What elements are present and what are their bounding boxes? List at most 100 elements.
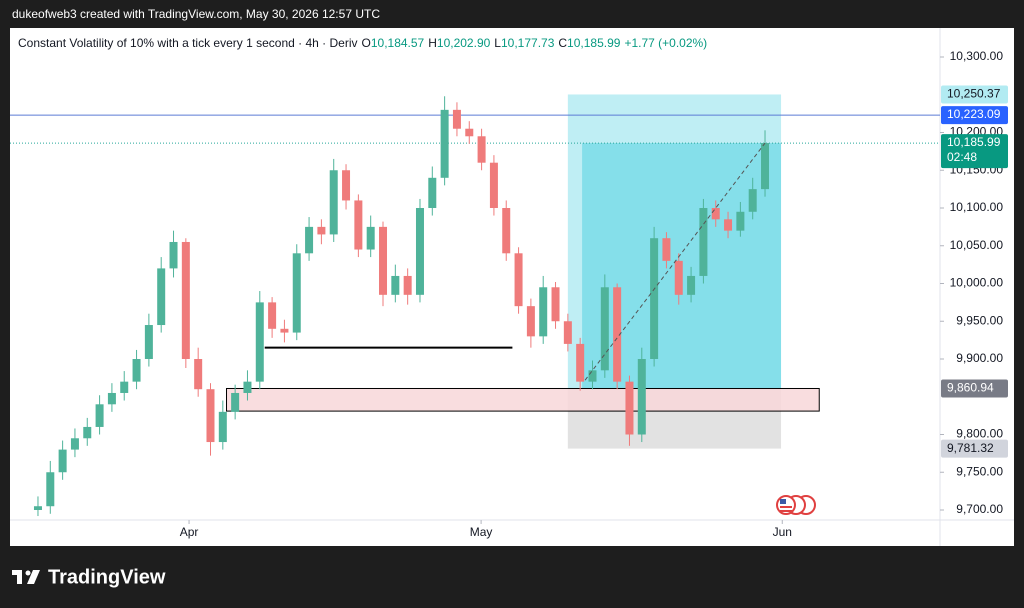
countdown: 02:48 bbox=[947, 150, 977, 164]
legend-item: 10,184.57 bbox=[371, 36, 425, 50]
candle-body bbox=[650, 238, 659, 359]
candle-body bbox=[674, 260, 683, 295]
candle-body bbox=[514, 253, 523, 307]
candle-body bbox=[477, 136, 486, 163]
candle-body bbox=[736, 211, 745, 231]
candle-body bbox=[169, 241, 178, 269]
legend-item: 10,202.90 bbox=[437, 36, 491, 50]
y-tick-label: 10,100.00 bbox=[950, 200, 1004, 214]
candle-body bbox=[218, 411, 227, 443]
candle-body bbox=[120, 381, 129, 393]
header: dukeofweb3 created with TradingView.com,… bbox=[12, 7, 380, 21]
candle-body bbox=[144, 325, 153, 359]
candle-body bbox=[342, 170, 351, 201]
price-label: 10,223.09 bbox=[947, 107, 1001, 121]
candle-body bbox=[662, 238, 671, 261]
candle-body bbox=[415, 208, 424, 295]
candle-body bbox=[46, 472, 55, 507]
candle-body bbox=[292, 253, 301, 333]
y-tick-label: 9,900.00 bbox=[956, 351, 1003, 365]
candle-body bbox=[637, 359, 646, 435]
price-label: 10,185.99 bbox=[947, 135, 1001, 149]
candle-body bbox=[181, 241, 190, 359]
logo-icon bbox=[12, 570, 40, 584]
brand: TradingView bbox=[48, 566, 166, 588]
legend-item: O bbox=[362, 36, 371, 50]
plot: Constant Volatility of 10% with a tick e… bbox=[10, 28, 1014, 546]
candle-body bbox=[95, 404, 104, 427]
candle-body bbox=[551, 287, 560, 322]
legend-item: L bbox=[494, 36, 501, 50]
candle-body bbox=[748, 189, 757, 212]
candle-body bbox=[526, 306, 535, 337]
candle-body bbox=[305, 226, 314, 254]
candle-body bbox=[563, 321, 572, 344]
price-label-bg bbox=[941, 439, 1008, 458]
candle-body bbox=[243, 381, 252, 393]
candle-body bbox=[58, 449, 67, 473]
candle-body bbox=[231, 392, 240, 412]
price-label: 10,250.37 bbox=[947, 87, 1001, 101]
legend-item: H bbox=[428, 36, 437, 50]
price-label-bg bbox=[941, 134, 1008, 169]
candle-body bbox=[354, 200, 363, 250]
candle-body bbox=[699, 208, 708, 276]
y-tick-label: 10,300.00 bbox=[950, 49, 1004, 63]
candle-body bbox=[194, 359, 203, 390]
legend-item: C bbox=[558, 36, 567, 50]
candle-body bbox=[317, 226, 326, 235]
candle-body bbox=[600, 287, 609, 371]
price-label-bg bbox=[941, 106, 1008, 125]
candle-body bbox=[157, 268, 166, 326]
legend-item: +1.77 (+0.02%) bbox=[624, 36, 707, 50]
candle-body bbox=[70, 438, 79, 450]
zone bbox=[226, 387, 820, 412]
chart-panel bbox=[10, 28, 1014, 546]
candle-body bbox=[761, 143, 770, 190]
y-tick-label: 10,000.00 bbox=[950, 276, 1004, 290]
candle-body bbox=[33, 506, 42, 510]
candle-body bbox=[206, 389, 215, 443]
legend: Constant Volatility of 10% with a tick e… bbox=[18, 36, 707, 50]
candle-body bbox=[366, 226, 375, 250]
candle-body bbox=[83, 426, 92, 439]
candle-body bbox=[107, 392, 116, 405]
candle-body bbox=[687, 275, 696, 295]
candle-body bbox=[613, 287, 622, 382]
legend-item: Constant Volatility of 10% with a tick e… bbox=[18, 36, 358, 50]
candle-body bbox=[576, 343, 585, 382]
x-tick-label: Jun bbox=[773, 525, 792, 539]
candle-body bbox=[502, 208, 511, 254]
x-tick-label: May bbox=[470, 525, 493, 539]
candle-body bbox=[452, 109, 461, 129]
candle-body bbox=[440, 109, 449, 178]
price-label-bg bbox=[941, 85, 1008, 104]
y-tick-label: 10,050.00 bbox=[950, 238, 1004, 252]
position-trend bbox=[584, 142, 766, 381]
candle-body bbox=[379, 226, 388, 295]
candle-body bbox=[711, 208, 720, 220]
y-tick-label: 9,700.00 bbox=[956, 502, 1003, 516]
candle-body bbox=[465, 128, 474, 137]
legend-item: 10,185.99 bbox=[567, 36, 621, 50]
candle-body bbox=[588, 370, 597, 382]
flags bbox=[776, 495, 816, 515]
price-label: 9,781.32 bbox=[947, 441, 994, 455]
y-tick-label: 9,750.00 bbox=[956, 464, 1003, 478]
price-label: 9,860.94 bbox=[947, 381, 994, 395]
candle-body bbox=[539, 287, 548, 337]
x-tick-label: Apr bbox=[180, 525, 199, 539]
candle-body bbox=[255, 302, 264, 382]
candle-body bbox=[724, 219, 733, 231]
y-tick-label: 9,950.00 bbox=[956, 313, 1003, 327]
candle-body bbox=[280, 328, 289, 333]
candle-body bbox=[625, 381, 634, 435]
candle-body bbox=[329, 170, 338, 235]
candle-body bbox=[391, 275, 400, 295]
candle-body bbox=[489, 162, 498, 208]
candle-body bbox=[268, 302, 277, 329]
candle-body bbox=[132, 359, 141, 382]
price-label-bg bbox=[941, 379, 1008, 398]
